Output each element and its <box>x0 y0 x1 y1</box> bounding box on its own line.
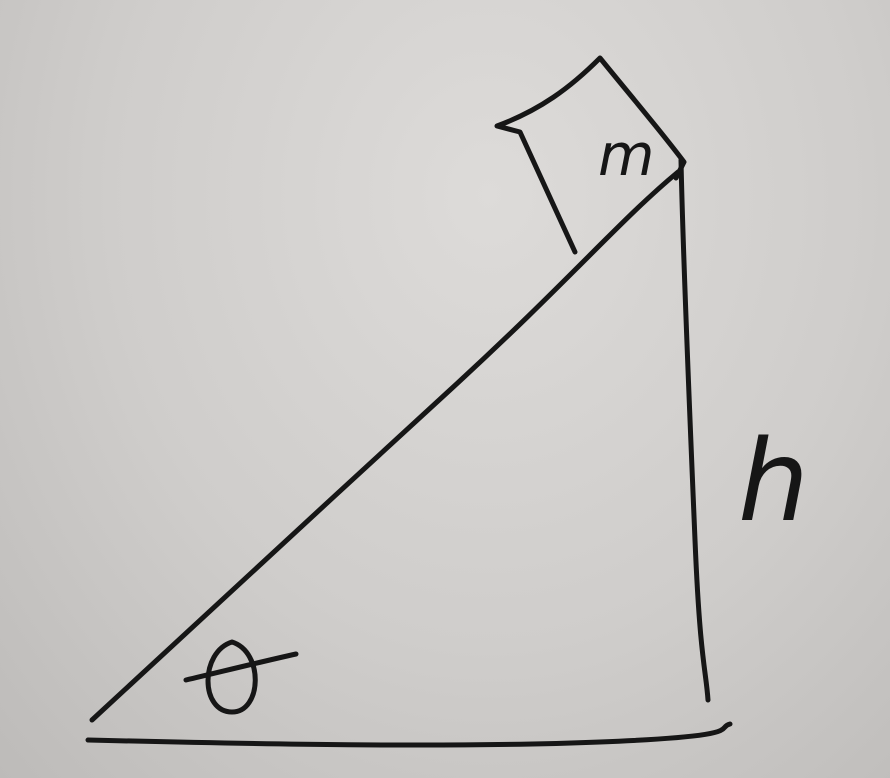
angle-arc <box>205 639 258 715</box>
incline-surface <box>89 169 681 723</box>
height-label: h <box>738 417 809 547</box>
ground-line <box>85 721 733 748</box>
vertical-side <box>678 157 711 703</box>
theta-crossbar <box>183 651 299 683</box>
block-mass-label: m <box>598 121 655 189</box>
block-outline <box>494 55 687 255</box>
